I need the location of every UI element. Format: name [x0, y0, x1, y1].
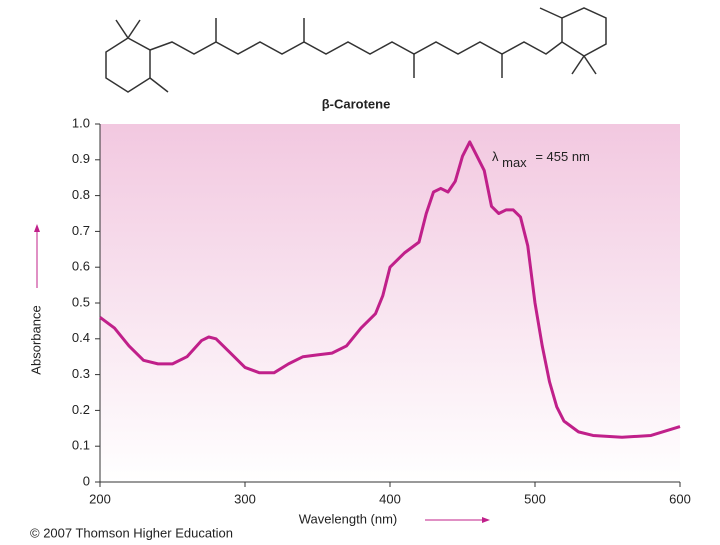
annotation-symbol: λ: [492, 149, 499, 164]
x-tick-label: 600: [669, 491, 691, 506]
x-arrow-head: [482, 517, 490, 523]
x-tick-label: 500: [524, 491, 546, 506]
y-tick-label: 1.0: [72, 115, 90, 130]
spectrum-line: [99, 140, 681, 439]
annotation-subscript: max: [502, 155, 527, 170]
y-arrow-head: [34, 224, 40, 232]
y-tick-label: 0.2: [72, 402, 90, 417]
plot-area: [100, 124, 680, 482]
y-tick-label: 0.1: [72, 438, 90, 453]
x-axis-label: Wavelength (nm): [299, 511, 398, 526]
y-tick-label: 0.7: [72, 223, 90, 238]
y-tick-label: 0.6: [72, 259, 90, 274]
y-axis-label: Absorbance: [28, 305, 43, 374]
x-tick-label: 200: [89, 491, 111, 506]
annotation: λ max = 455 nm: [492, 149, 590, 170]
y-tick-label: 0: [83, 473, 90, 488]
y-tick-label: 0.9: [72, 151, 90, 166]
molecule: [105, 7, 607, 93]
x-tick-label: 300: [234, 491, 256, 506]
y-tick-label: 0.4: [72, 330, 90, 345]
x-tick-label: 400: [379, 491, 401, 506]
y-tick-label: 0.3: [72, 366, 90, 381]
y-tick-label: 0.8: [72, 187, 90, 202]
chart-title: β-Carotene: [322, 96, 391, 111]
copyright: © 2007 Thomson Higher Education: [30, 525, 233, 540]
annotation-text: = 455 nm: [535, 149, 590, 164]
y-tick-label: 0.5: [72, 294, 90, 309]
